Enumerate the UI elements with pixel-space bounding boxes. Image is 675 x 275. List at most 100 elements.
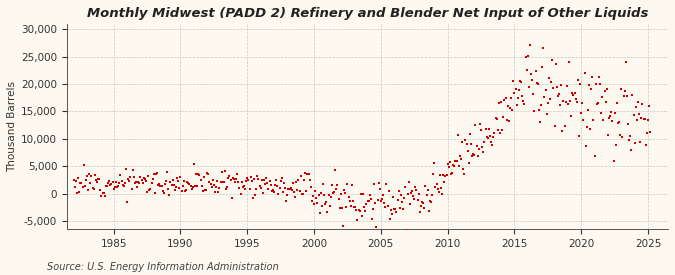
Point [245,175,256,179]
Point [283,187,294,191]
Point [130,181,140,185]
Point [323,192,334,197]
Point [608,159,619,163]
Point [104,179,115,183]
Point [478,149,489,154]
Point [562,102,573,106]
Point [333,197,344,201]
Point [338,224,348,228]
Point [400,185,411,189]
Point [90,177,101,182]
Point [489,131,500,135]
Point [80,178,91,182]
Point [238,184,249,188]
Point [136,178,147,183]
Point [190,184,200,189]
Point [410,185,421,190]
Point [200,188,211,192]
Point [425,200,436,204]
Point [192,184,202,188]
Point [84,172,95,177]
Point [466,154,477,159]
Point [281,199,292,203]
Point [184,182,195,186]
Point [632,100,643,104]
Point [516,80,526,84]
Point [580,143,591,148]
Point [402,192,413,196]
Point [502,104,513,109]
Point [579,70,590,75]
Point [473,147,484,151]
Point [358,192,369,196]
Point [159,182,170,186]
Point [447,171,458,175]
Point [634,140,645,144]
Point [154,182,165,186]
Point [294,189,305,193]
Point [509,90,520,95]
Point [111,185,122,189]
Point [155,184,166,188]
Point [87,186,98,190]
Point [365,197,376,202]
Point [329,189,340,194]
Point [298,178,309,183]
Point [464,160,475,165]
Point [302,172,313,176]
Point [195,178,206,182]
Y-axis label: Thousand Barrels: Thousand Barrels [7,81,17,172]
Point [181,188,192,192]
Point [74,189,84,194]
Point [479,140,490,145]
Point [80,184,90,188]
Point [564,60,574,64]
Point [317,204,327,208]
Title: Monthly Midwest (PADD 2) Refinery and Blender Net Input of Other Liquids: Monthly Midwest (PADD 2) Refinery and Bl… [87,7,648,20]
Point [549,124,560,128]
Point [222,185,233,189]
Point [221,187,232,191]
Point [493,100,504,105]
Point [641,143,651,147]
Point [519,102,530,106]
Point [511,103,522,107]
Point [571,100,582,105]
Point [188,162,199,166]
Point [113,184,124,188]
Point [626,148,637,153]
Point [578,118,589,122]
Point [130,179,141,184]
Point [441,172,452,177]
Point [520,55,531,60]
Point [418,200,429,205]
Point [442,161,453,166]
Point [315,210,325,215]
Point [380,205,391,209]
Point [270,183,281,187]
Point [420,184,431,188]
Point [290,194,300,199]
Point [535,120,545,125]
Point [127,168,138,172]
Point [242,176,252,180]
Point [178,179,189,184]
Point [296,174,306,178]
Point [133,180,144,185]
Point [567,91,578,96]
Point [452,133,463,138]
Point [166,183,177,188]
Point [341,205,352,209]
Point [375,187,385,191]
Point [134,181,144,186]
Point [585,127,595,131]
Point [603,116,614,120]
Point [78,163,89,167]
Point [586,87,597,91]
Point [552,94,563,98]
Point [497,128,508,132]
Point [286,187,297,192]
Point [530,69,541,73]
Point [257,191,268,196]
Point [282,192,293,197]
